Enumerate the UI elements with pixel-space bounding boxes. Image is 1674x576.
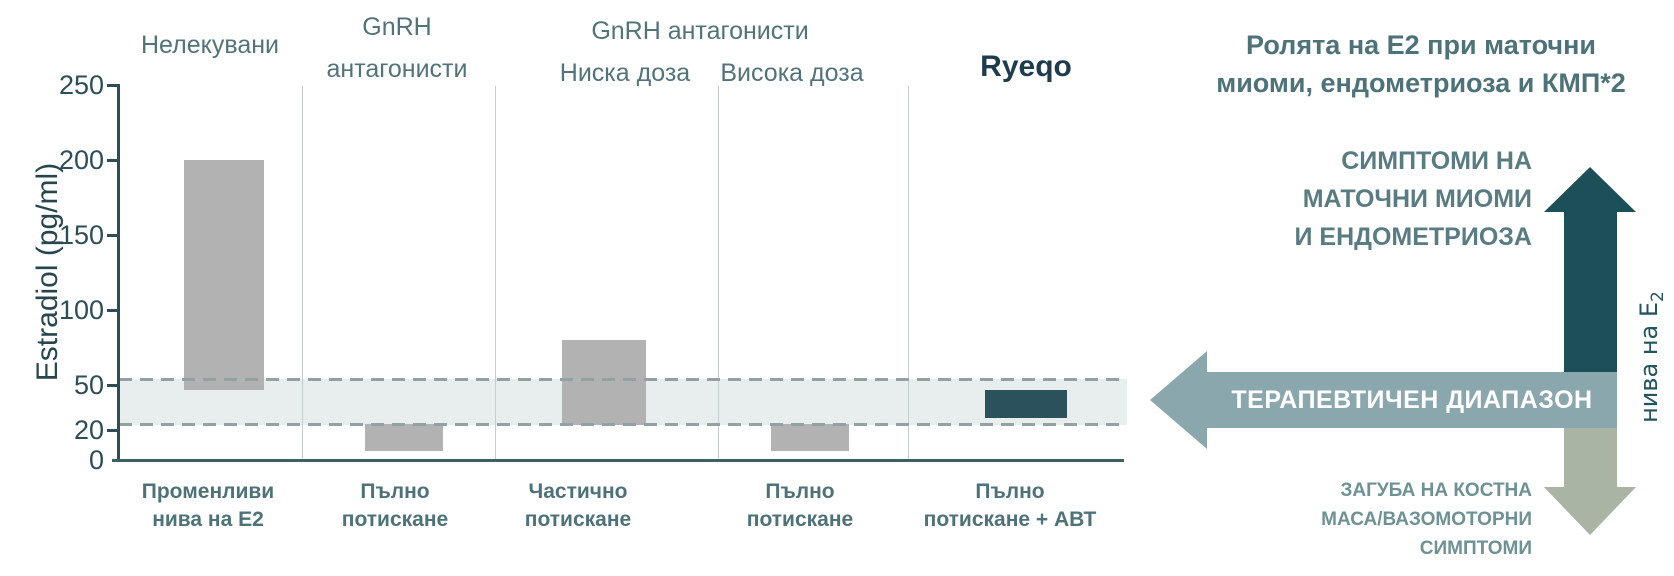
panel-title: Ролята на E2 при маточни миоми, ендометр… <box>1216 30 1626 98</box>
up-arrow-shaft <box>1564 211 1617 376</box>
y-tick <box>107 159 118 162</box>
y-axis-line <box>117 84 120 462</box>
y-tick <box>107 429 118 432</box>
y-tick-label: 0 <box>88 445 104 475</box>
therapeutic-range-label: ТЕРАПЕВТИЧЕН ДИАПАЗОН <box>1231 385 1593 414</box>
y-tick <box>107 309 118 312</box>
annotation-untreated: Променливи нива на E2 <box>141 480 275 531</box>
annotation-high-dose: Пълно потискане <box>746 480 854 531</box>
e2-levels-axis-label: нива на E2 <box>1635 291 1668 423</box>
x-axis-line <box>112 459 1124 462</box>
header-gnrh-line2: антагонисти <box>326 55 468 83</box>
e2-subscript: 2 <box>1648 291 1668 302</box>
bar-low-dose <box>562 340 646 425</box>
y-tick-label: 100 <box>58 295 104 325</box>
y-tick-label: 200 <box>58 145 104 175</box>
header-gnrh-line1: GnRH <box>362 13 432 41</box>
header-gnrh-antagonists-span: GnRH антагонисти <box>591 17 809 45</box>
y-tick-label: 50 <box>73 370 104 400</box>
header-untreated: Нелекувани <box>140 31 279 59</box>
bar-ryeqo <box>985 390 1067 418</box>
bar-gnrh-antagonists <box>365 424 443 451</box>
therapeutic-range-arrow: ТЕРАПЕВТИЧЕН ДИАПАЗОН <box>1207 372 1617 428</box>
header-low-dose: Ниска доза <box>559 59 691 87</box>
down-arrow-shaft <box>1564 424 1617 487</box>
column-separator <box>495 86 496 460</box>
y-tick <box>107 234 118 237</box>
y-tick <box>107 384 118 387</box>
annotation-low-dose: Частично потискане <box>524 480 632 531</box>
column-separator <box>908 86 909 460</box>
y-tick <box>107 84 118 87</box>
column-separator <box>718 86 719 460</box>
header-high-dose: Висока доза <box>720 59 864 87</box>
range-upper-dashed-line <box>119 378 1127 381</box>
annotation-gnrh: Пълно потискане <box>341 480 449 531</box>
y-tick-label: 250 <box>58 70 104 100</box>
annotation-ryeqo: Пълно потискане + АВТ <box>923 480 1097 531</box>
up-arrow-head-icon <box>1544 167 1636 212</box>
bar-high-dose <box>771 424 849 451</box>
column-separator <box>302 86 303 460</box>
y-tick-label: 20 <box>73 415 104 445</box>
down-arrow-head-icon <box>1544 487 1636 535</box>
y-tick-label: 150 <box>58 220 104 250</box>
symptoms-down-text: ЗАГУБА НА КОСТНА МАСА/ВАЗОМОТОРНИ СИМПТО… <box>1321 480 1532 559</box>
bar-untreated <box>184 160 264 390</box>
header-ryeqo: Ryeqo <box>980 50 1072 83</box>
symptoms-up-text: СИМПТОМИ НА МАТОЧНИ МИОМИ И ЕНДОМЕТРИОЗА <box>1294 147 1532 251</box>
range-arrow-head-icon <box>1150 351 1207 449</box>
range-lower-dashed-line <box>119 423 1127 426</box>
